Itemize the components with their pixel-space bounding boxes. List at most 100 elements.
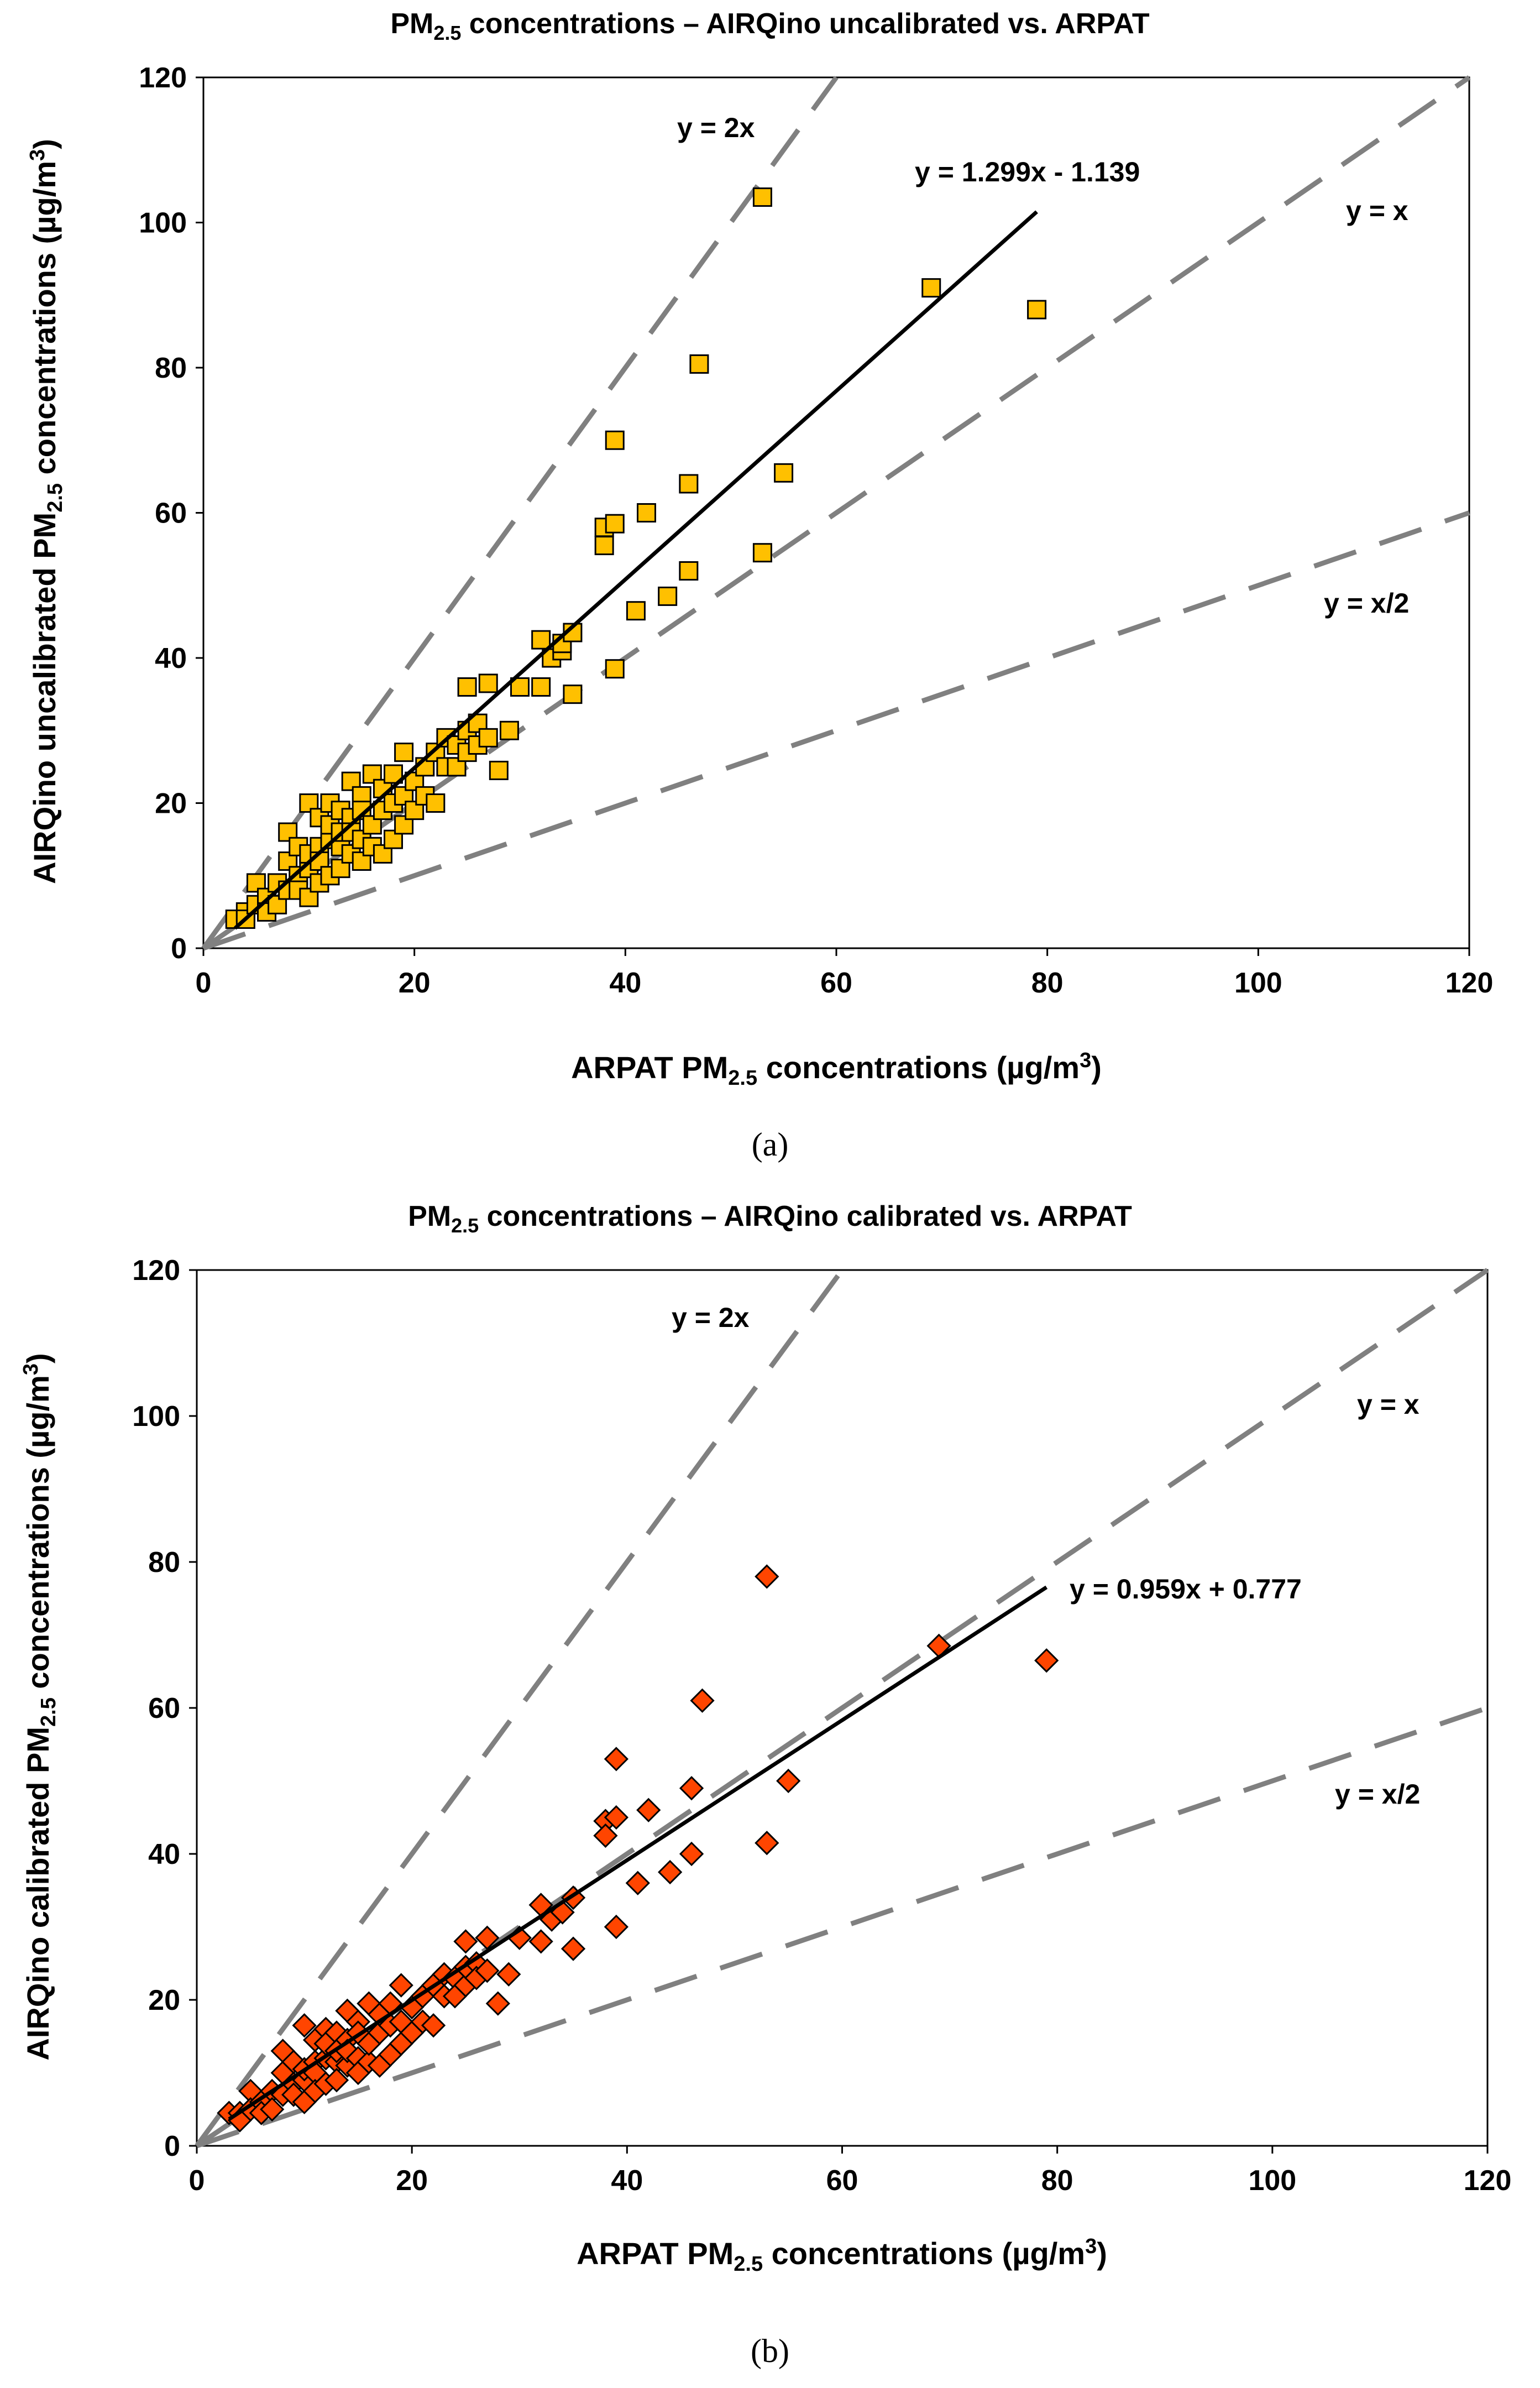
y-tick-label: 20	[148, 1984, 180, 2016]
ref-label-x: y = x	[1357, 1389, 1419, 1420]
chart-b-svg: PM2.5 concentrations – AIRQino calibrate…	[19, 1200, 1512, 2369]
data-point	[246, 873, 266, 893]
ref-line-half-x	[202, 510, 1470, 951]
data-point	[489, 760, 509, 780]
data-point	[658, 586, 678, 606]
data-point	[453, 1929, 478, 1954]
data-point	[755, 1831, 779, 1856]
x-tick-label: 120	[1464, 2165, 1512, 2197]
data-point	[752, 543, 772, 563]
data-point	[389, 1973, 413, 1998]
data-point	[478, 728, 498, 748]
y-tick-label: 20	[155, 788, 187, 820]
y-tick-label: 60	[155, 498, 187, 530]
chart-b-title: PM2.5 concentrations – AIRQino calibrate…	[408, 1200, 1132, 1237]
y-tick-label: 80	[148, 1546, 180, 1579]
data-point	[485, 1991, 510, 2016]
data-point	[496, 1962, 521, 1987]
data-point	[604, 1805, 628, 1830]
y-tick-label: 40	[155, 642, 187, 675]
x-tick-label: 120	[1445, 967, 1494, 999]
data-point	[563, 684, 583, 704]
data-point	[475, 1958, 500, 1983]
y-tick-label: 100	[139, 207, 187, 239]
data-point	[457, 677, 477, 697]
x-tick-label: 0	[189, 2165, 205, 2197]
ref-label-half-x: y = x/2	[1324, 588, 1409, 619]
data-point	[658, 1859, 683, 1885]
x-tick-label: 60	[826, 2165, 858, 2197]
data-point	[561, 1936, 586, 1961]
data-point	[394, 743, 414, 762]
data-point	[324, 2068, 349, 2093]
chart-a-x-axis-label: ARPAT PM2.5 concentrations (µg/m3)	[571, 1049, 1102, 1090]
x-tick-label: 80	[1041, 2165, 1073, 2197]
y-tick-label: 40	[148, 1838, 180, 1870]
ref-line-2x	[195, 1268, 845, 2147]
y-tick-label: 120	[132, 1255, 180, 1287]
data-point	[679, 474, 699, 494]
data-point	[679, 1841, 704, 1867]
x-tick-label: 20	[399, 967, 431, 999]
x-tick-label: 100	[1248, 2165, 1296, 2197]
chart-b-x-axis-label: ARPAT PM2.5 concentrations (µg/m3)	[577, 2235, 1107, 2276]
x-tick-label: 40	[611, 2165, 643, 2197]
data-point	[604, 1914, 628, 1940]
data-point	[594, 536, 614, 556]
data-point	[373, 844, 392, 864]
data-point	[531, 677, 551, 697]
chart-a-caption: (a)	[752, 1126, 789, 1163]
x-tick-label: 100	[1234, 967, 1282, 999]
data-point	[604, 1747, 628, 1772]
data-point	[384, 764, 403, 784]
ref-line-x	[202, 75, 1471, 950]
y-tick-label: 120	[139, 62, 187, 94]
ref-label-half-x: y = x/2	[1335, 1779, 1420, 1810]
x-tick-label: 0	[196, 967, 212, 999]
chart-a-y-tick-labels: 0 20 40 60 80 100 120	[139, 62, 187, 965]
data-point	[689, 354, 709, 374]
chart-a-fit-line	[233, 210, 1038, 930]
data-point	[1027, 300, 1047, 320]
chart-a-svg: PM2.5 concentrations – AIRQino uncalibra…	[26, 8, 1494, 1163]
chart-b-fit-line	[228, 1585, 1048, 2121]
x-tick-label: 40	[609, 967, 641, 999]
data-point	[690, 1688, 715, 1713]
ref-label-x: y = x	[1346, 195, 1408, 226]
chart-a-title: PM2.5 concentrations – AIRQino uncalibra…	[390, 8, 1150, 44]
chart-b-y-axis-label: AIRQino calibrated PM2.5 concentrations …	[19, 1353, 60, 2060]
data-point	[499, 720, 519, 740]
x-tick-label: 60	[820, 967, 852, 999]
data-point	[679, 1776, 704, 1801]
data-point	[679, 561, 699, 581]
data-point	[593, 1823, 618, 1848]
y-tick-label: 80	[155, 352, 187, 384]
chart-b-x-tick-labels: 0 20 40 60 80 100 120	[189, 2165, 1512, 2197]
y-tick-label: 0	[164, 2130, 180, 2162]
data-point	[528, 1929, 553, 1954]
data-point	[605, 514, 625, 534]
data-point	[636, 1797, 661, 1822]
chart-a: PM2.5 concentrations – AIRQino uncalibra…	[0, 0, 1540, 1193]
data-point	[755, 1564, 779, 1589]
ref-line-x	[195, 1268, 1489, 2148]
chart-b-caption: (b)	[751, 2333, 789, 2369]
data-point	[605, 430, 625, 450]
y-tick-label: 0	[171, 933, 187, 965]
chart-b-y-tick-labels: 0 20 40 60 80 100 120	[132, 1255, 180, 2162]
data-point	[531, 630, 551, 650]
data-point	[752, 187, 772, 207]
chart-b: PM2.5 concentrations – AIRQino calibrate…	[0, 1193, 1540, 2385]
chart-b-axis-ticks	[189, 1269, 1489, 2154]
y-tick-label: 60	[148, 1692, 180, 1725]
data-point	[478, 673, 498, 693]
data-point	[921, 278, 941, 298]
chart-b-reference-lines	[195, 1268, 1489, 2149]
data-point	[1034, 1648, 1059, 1673]
data-point	[292, 2013, 317, 2038]
data-point	[774, 463, 794, 483]
x-tick-label: 80	[1031, 967, 1064, 999]
data-point	[278, 822, 298, 842]
data-point	[637, 503, 656, 522]
chart-a-axis-ticks	[196, 76, 1470, 956]
